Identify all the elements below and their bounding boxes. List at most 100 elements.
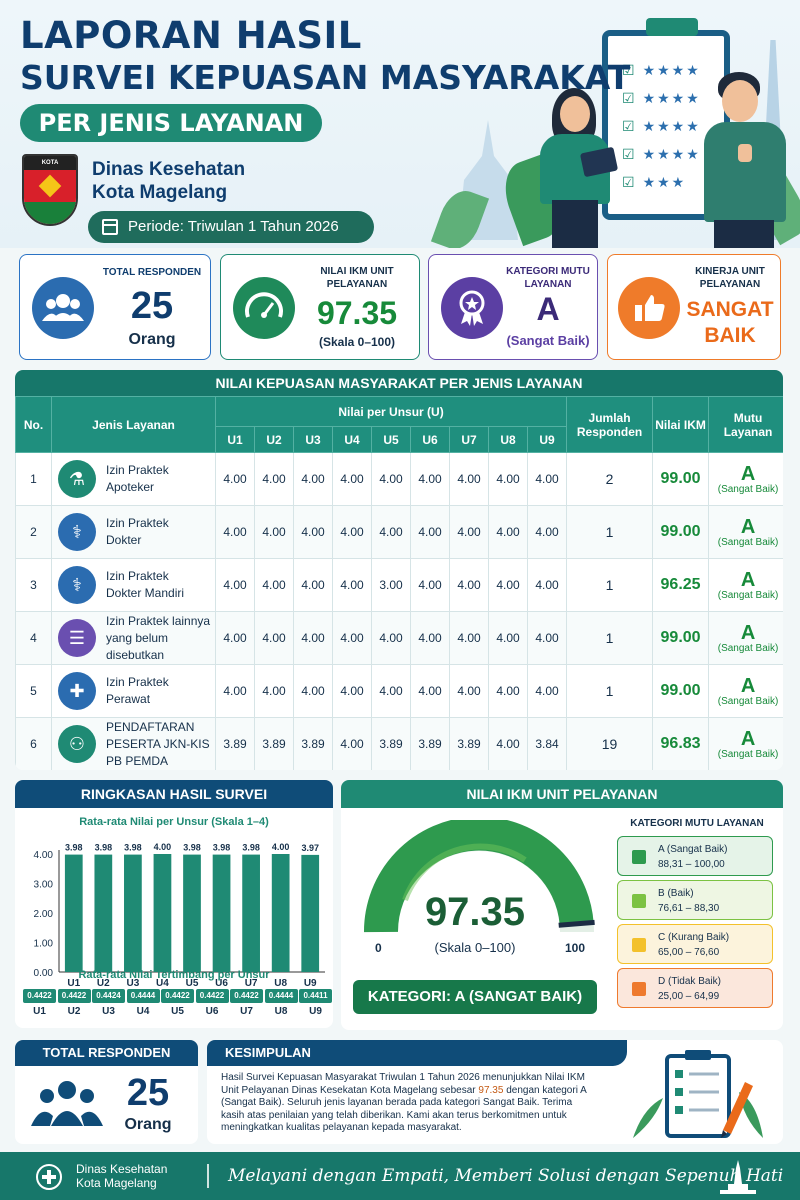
- legend-range: 25,00 – 64,99: [658, 991, 720, 1002]
- row-unit-value: 4.00: [254, 611, 294, 665]
- people-icon: [32, 277, 94, 339]
- row-unit-value: 4.00: [332, 452, 372, 506]
- weighted-value: 0.4422: [57, 989, 91, 1003]
- bar-value-label: 3.98: [213, 843, 231, 853]
- bar-value-label: 3.98: [242, 843, 260, 853]
- header-unit-6: U6: [410, 426, 450, 453]
- header-unit-8: U8: [488, 426, 528, 453]
- row-unit-value: 4.00: [488, 558, 528, 612]
- weighted-value: 0.4444: [126, 989, 160, 1003]
- gauge-needle: [558, 919, 595, 928]
- doctor-icon: ⚕: [58, 513, 96, 551]
- legend-item: C (Kurang Baik) 65,00 – 76,60: [617, 924, 773, 964]
- award-icon: [441, 277, 503, 339]
- row-unit-value: 4.00: [332, 611, 372, 665]
- row-no: 3: [15, 558, 52, 612]
- row-unit-value: 4.00: [215, 505, 255, 559]
- header-unit-3: U3: [293, 426, 333, 453]
- bar-value-label: 3.98: [65, 843, 83, 853]
- ringkasan-title: RINGKASAN HASIL SURVEI: [15, 780, 333, 808]
- layanan-name-line: Izin Praktek lainnya: [106, 613, 211, 628]
- legend-swatch: [632, 982, 646, 996]
- header-unit-4: U4: [332, 426, 372, 453]
- layanan-name-line: PB PEMDA: [106, 753, 169, 768]
- total-unit: Orang: [124, 1116, 172, 1133]
- row-unit-value: 4.00: [410, 558, 450, 612]
- weighted-label: U9: [309, 1006, 322, 1017]
- row-unit-value: 4.00: [526, 664, 568, 718]
- row-unit-value: 3.89: [254, 717, 294, 770]
- header-unit-2: U2: [254, 426, 294, 453]
- table-row: 3 ⚕ Izin Praktek Dokter Mandiri 4.00 4.00 4.00…: [15, 558, 783, 612]
- gauge-fill: [363, 820, 594, 933]
- row-layanan: ⚕ Izin Praktek Dokter Mandiri: [51, 558, 216, 612]
- layanan-name-line: Izin Praktek: [106, 569, 169, 583]
- x-tick-label: U8: [274, 978, 287, 989]
- agency-name: Dinas Kesehatan Kota Magelang: [92, 159, 246, 203]
- layanan-name-line: Izin Praktek: [106, 516, 169, 530]
- row-mutu: A (Sangat Baik): [708, 558, 783, 612]
- header-nilai-unsur: Nilai per Unsur (U): [214, 396, 568, 427]
- nilai-ikm-title: NILAI IKM UNIT PELAYANAN: [341, 780, 783, 808]
- weighted-label: U4: [136, 1006, 150, 1017]
- city-logo: KOTA MAGELANG: [22, 154, 78, 226]
- row-mutu: A (Sangat Baik): [708, 717, 783, 770]
- row-unit-value: 4.00: [332, 717, 372, 770]
- row-no: 5: [15, 664, 52, 718]
- row-unit-value: 3.00: [371, 558, 411, 612]
- group-icon: ⚇: [58, 725, 96, 763]
- bar-value-label: 4.00: [154, 842, 172, 852]
- row-unit-value: 4.00: [410, 505, 450, 559]
- layanan-name-line: PENDAFTARAN: [106, 719, 195, 734]
- header-unit-5: U5: [371, 426, 411, 453]
- x-tick-label: U2: [97, 978, 110, 989]
- y-tick-label: 1.00: [34, 939, 54, 950]
- table-row: 2 ⚕ Izin Praktek Dokter 4.00 4.00 4.00 4.00 4.00…: [15, 505, 783, 559]
- layanan-name-line: yang belum disebutkan: [106, 630, 169, 662]
- kesimpulan-card: KESIMPULAN Hasil Survei Kepuasan Masyara…: [207, 1040, 783, 1144]
- row-unit-value: 4.00: [254, 664, 294, 718]
- bar: [212, 854, 231, 972]
- y-tick-label: 4.00: [34, 850, 54, 861]
- weighted-title: Rata-rata Nilai Tertimbang per Unsur: [78, 969, 270, 981]
- row-unit-value: 4.00: [293, 505, 333, 559]
- header: ☑ ★★★★ ☑ ★★★★ ☑ ★★★★ ☑ ★★★★ ☑ ★★★ LAPORAN HAS…: [0, 0, 800, 248]
- row-unit-value: 4.00: [332, 664, 372, 718]
- row-unit-value: 3.89: [410, 717, 450, 770]
- period-badge: Periode: Triwulan 1 Tahun 2026: [88, 211, 374, 243]
- weighted-value: 0.4422: [161, 989, 194, 1003]
- total-responden-card: TOTAL RESPONDEN 25 Orang: [15, 1040, 198, 1144]
- header-unit-9: U9: [526, 426, 568, 453]
- mortar-pestle-icon: ⚗: [58, 460, 96, 498]
- bar: [64, 854, 83, 972]
- footer-divider: [207, 1164, 209, 1188]
- weighted-value: 0.4422: [230, 989, 263, 1003]
- chart-title: Rata-rata Nilai per Unsur (Skala 1–4): [79, 816, 269, 828]
- row-layanan: ☰ Izin Praktek lainnya yang belum disebutk…: [51, 611, 216, 665]
- legend-range: 88,31 – 100,00: [658, 859, 725, 870]
- row-jumlah: 1: [566, 505, 654, 559]
- row-unit-value: 4.00: [293, 558, 333, 612]
- layanan-name-line: Izin Praktek: [106, 675, 169, 689]
- row-unit-value: 4.00: [332, 558, 372, 612]
- row-jumlah: 1: [566, 664, 654, 718]
- x-tick-label: U9: [304, 978, 317, 989]
- layanan-name-line: Dokter Mandiri: [106, 586, 185, 600]
- kpi-nilai-ikm: NILAI IKM UNIT PELAYANAN 97.35 (Skala 0–…: [220, 254, 420, 360]
- row-unit-value: 4.00: [488, 505, 528, 559]
- row-mutu: A (Sangat Baik): [708, 611, 783, 665]
- row-unit-value: 4.00: [526, 505, 568, 559]
- row-ikm: 99.00: [652, 452, 710, 506]
- legend-name: B (Baik): [658, 888, 694, 899]
- legend-range: 65,00 – 76,60: [658, 947, 720, 958]
- total-value: 25: [126, 1072, 170, 1114]
- row-unit-value: 4.00: [371, 452, 411, 506]
- bar: [242, 854, 260, 972]
- row-unit-value: 3.89: [371, 717, 411, 770]
- table-row: 4 ☰ Izin Praktek lainnya yang belum disebut…: [15, 611, 783, 665]
- nilai-ikm-panel: NILAI IKM UNIT PELAYANAN 97.35 (Skala 0–…: [341, 780, 783, 1030]
- bar-value-label: 4.00: [272, 842, 290, 852]
- row-unit-value: 4.00: [293, 452, 333, 506]
- row-mutu: A (Sangat Baik): [708, 505, 783, 559]
- row-unit-value: 4.00: [215, 664, 255, 718]
